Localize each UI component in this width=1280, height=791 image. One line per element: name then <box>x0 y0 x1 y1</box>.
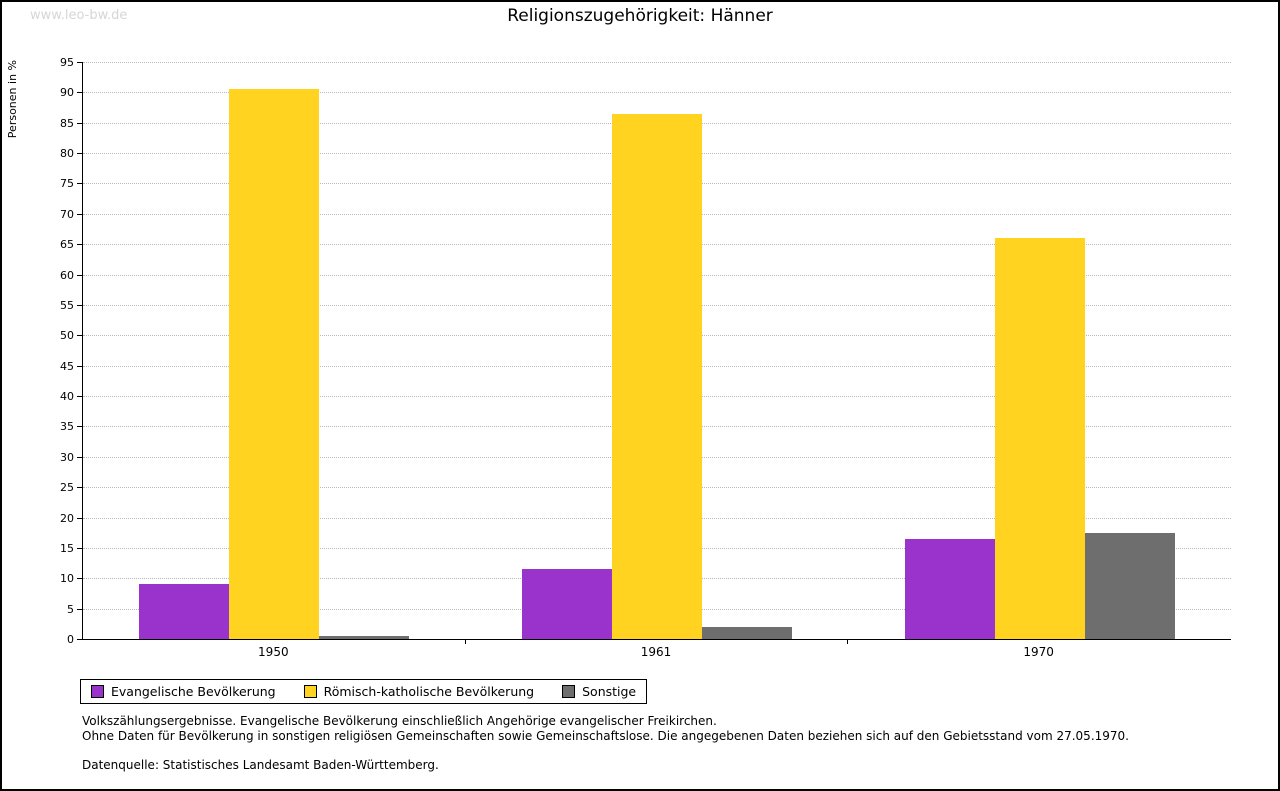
y-tick-label: 40 <box>60 390 74 404</box>
gridline <box>83 92 1231 94</box>
y-tick-label: 50 <box>60 329 74 343</box>
footnote-line-1: Volkszählungsergebnisse. Evangelische Be… <box>82 714 717 728</box>
legend-swatch-icon <box>91 685 104 698</box>
chart-title: Religionszugehörigkeit: Hänner <box>507 6 773 26</box>
y-tick-mark <box>77 365 82 367</box>
y-tick-label: 15 <box>60 541 74 555</box>
bar-1950-series-3 <box>319 635 410 639</box>
x-tick-mark <box>847 640 849 644</box>
y-tick-label: 0 <box>67 633 74 646</box>
y-tick-mark <box>77 426 82 428</box>
y-tick-label: 30 <box>60 450 74 464</box>
y-tick-label: 35 <box>60 420 74 434</box>
y-tick-mark <box>77 304 82 306</box>
plot-area <box>82 62 1231 640</box>
y-tick-mark <box>77 456 82 458</box>
bar-1970-series-2 <box>994 238 1085 639</box>
y-tick-mark <box>77 153 82 155</box>
y-tick-label: 20 <box>60 511 74 525</box>
x-tick-mark <box>464 640 466 644</box>
y-tick-mark <box>77 183 82 185</box>
y-tick-label: 65 <box>60 238 74 252</box>
y-tick-label: 95 <box>60 56 74 69</box>
y-axis-title: Personen in % <box>6 60 19 139</box>
bar-1950-series-1 <box>139 584 230 639</box>
gridline <box>83 62 1231 63</box>
y-tick-mark <box>77 396 82 398</box>
y-tick-label: 70 <box>60 207 74 221</box>
y-tick-label: 75 <box>60 177 74 191</box>
y-tick-mark <box>77 517 82 519</box>
watermark-leo-bw: www.leo-bw.de <box>30 8 128 23</box>
bar-1961-series-3 <box>702 626 792 639</box>
y-tick-label: 25 <box>60 481 74 495</box>
y-tick-mark <box>77 578 82 580</box>
y-tick-label: 85 <box>60 116 74 130</box>
y-tick-mark <box>77 274 82 276</box>
bar-1950-series-2 <box>229 89 320 639</box>
y-tick-mark <box>77 547 82 549</box>
y-tick-mark <box>77 335 82 337</box>
y-tick-label: 80 <box>60 147 74 161</box>
footnote-source: Datenquelle: Statistisches Landesamt Bad… <box>82 758 439 772</box>
footnote-line-2: Ohne Daten für Bevölkerung in sonstigen … <box>82 729 1129 743</box>
y-tick-mark <box>77 639 82 640</box>
y-tick-mark <box>77 608 82 610</box>
y-tick-mark <box>77 122 82 124</box>
legend-entry-1: Evangelische Bevölkerung <box>91 684 276 699</box>
x-tick-label-1961: 1961 <box>640 645 672 659</box>
y-tick-label: 45 <box>60 359 74 373</box>
y-tick-label: 5 <box>67 602 74 616</box>
legend-entry-2: Römisch-katholische Bevölkerung <box>303 684 535 699</box>
legend-entry-3: Sonstige <box>562 684 636 699</box>
y-tick-mark <box>77 92 82 94</box>
legend-swatch-icon <box>562 685 576 698</box>
y-tick-label: 55 <box>60 298 74 312</box>
legend: Evangelische Bevölkerung Römisch-katholis… <box>80 679 648 704</box>
bar-1970-series-3 <box>1084 532 1175 639</box>
footnotes: Volkszählungsergebnisse. Evangelische Be… <box>82 714 1129 773</box>
y-tick-label: 10 <box>60 572 74 586</box>
legend-swatch-icon <box>303 685 317 698</box>
legend-label: Sonstige <box>582 684 637 699</box>
bar-1961-series-1 <box>522 569 612 639</box>
legend-label: Römisch-katholische Bevölkerung <box>323 684 535 699</box>
x-tick-label-1950: 1950 <box>258 645 289 659</box>
y-tick-mark <box>77 62 82 63</box>
x-tick-label-1970: 1970 <box>1023 645 1054 659</box>
y-tick-label: 90 <box>60 86 74 100</box>
y-tick-label: 60 <box>60 268 74 282</box>
y-tick-mark <box>77 487 82 489</box>
legend-label: Evangelische Bevölkerung <box>111 684 276 699</box>
bar-1970-series-1 <box>904 538 995 639</box>
y-tick-mark <box>77 213 82 215</box>
y-tick-mark <box>77 244 82 246</box>
bar-1961-series-2 <box>612 113 702 639</box>
